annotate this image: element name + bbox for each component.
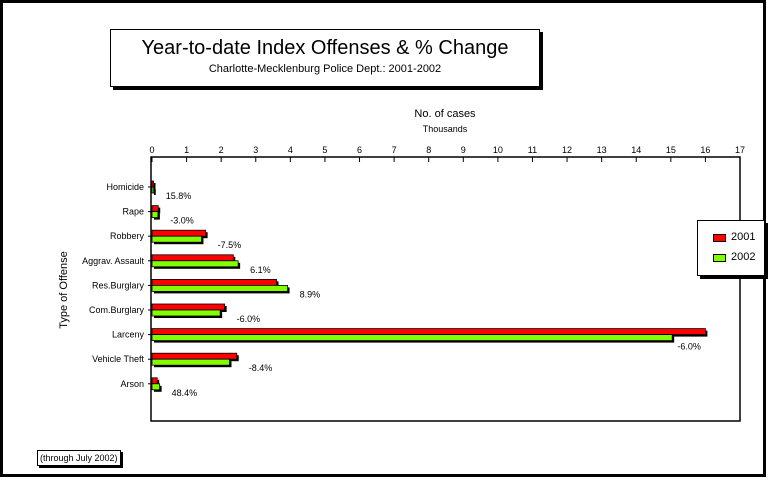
bar-shadow [154,183,156,189]
bar-2001 [152,353,237,359]
x-tick-label: 13 [597,145,607,155]
x-tick-label: 5 [322,145,327,155]
bar-2002 [152,236,201,242]
pct-change-label: 8.9% [300,289,321,299]
bar-shadow [154,189,156,195]
x-tick-label: 12 [562,145,572,155]
bar-2001 [152,378,157,384]
category-label: Robbery [110,231,145,241]
bar-2001 [152,279,277,285]
y-axis-label: Type of Offense [58,251,70,328]
x-tick-label: 10 [493,145,503,155]
pct-change-label: -6.0% [237,314,261,324]
bar-2002 [152,359,229,365]
bars [152,181,707,392]
x-tick-label: 17 [735,145,745,155]
bar-2001 [152,206,158,212]
x-tick-label: 9 [461,145,466,155]
legend-label-2001: 2001 [731,231,755,243]
category-label: Vehicle Theft [92,354,144,364]
x-tick-label: 2 [219,145,224,155]
footnote: (through July 2002) [37,450,121,466]
x-tick-label: 3 [253,145,258,155]
x-tick-label: 14 [631,145,641,155]
bar-2002 [152,384,160,390]
pct-change-label: 15.8% [166,191,192,201]
pct-change-label: -8.4% [249,363,273,373]
x-tick-label: 11 [528,145,537,155]
legend-label-2002: 2002 [731,251,755,263]
pct-change-label: -3.0% [170,216,194,226]
legend-swatch-2002 [713,254,726,262]
bar-2002 [152,335,672,341]
pct-change-label: -6.0% [677,342,701,352]
bar-2001 [152,181,154,187]
bar-2001 [152,230,206,236]
legend: 2001 2002 [697,220,765,276]
x-tick-label: 8 [426,145,431,155]
x-tick-label: 0 [149,145,154,155]
legend-swatch-2001 [713,234,726,242]
x-tick-label: 16 [700,145,710,155]
bar-2001 [152,255,233,261]
x-tick-label: 15 [666,145,676,155]
x-tick-label: 6 [357,145,362,155]
bar-2002 [152,261,238,267]
pct-change-labels: 15.8% -3.0% -7.5% 6.1% 8.9% -6.0% -6.0% -8.4% 48… [166,191,701,398]
bar-2001 [152,329,705,335]
category-labels: Homicide Rape Robbery Aggrav. Assault Res.Bu… [82,182,152,389]
bar-2001 [152,304,225,310]
x-axis-label: No. of cases [414,108,476,120]
pct-change-label: 48.4% [172,388,198,398]
pct-change-label: 6.1% [250,265,271,275]
bar-2002 [152,310,220,316]
category-label: Arson [120,379,144,389]
category-label: Homicide [106,182,144,192]
bar-2002 [152,187,154,193]
bar-2002 [152,285,288,291]
category-label: Rape [122,207,144,217]
x-tick-label: 7 [392,145,397,155]
x-tick-label: 1 [184,145,189,155]
x-tick-label: 4 [288,145,293,155]
category-label: Larceny [112,330,145,340]
category-label: Aggrav. Assault [82,256,144,266]
pct-change-label: -7.5% [218,240,242,250]
category-label: Res.Burglary [92,280,145,290]
x-axis-units: Thousands [423,124,468,134]
x-ticks: 0 1 2 3 4 5 6 7 8 9 10 11 12 13 14 15 16 17 [149,145,745,162]
category-label: Com.Burglary [89,305,145,315]
bar-2002 [152,212,158,218]
